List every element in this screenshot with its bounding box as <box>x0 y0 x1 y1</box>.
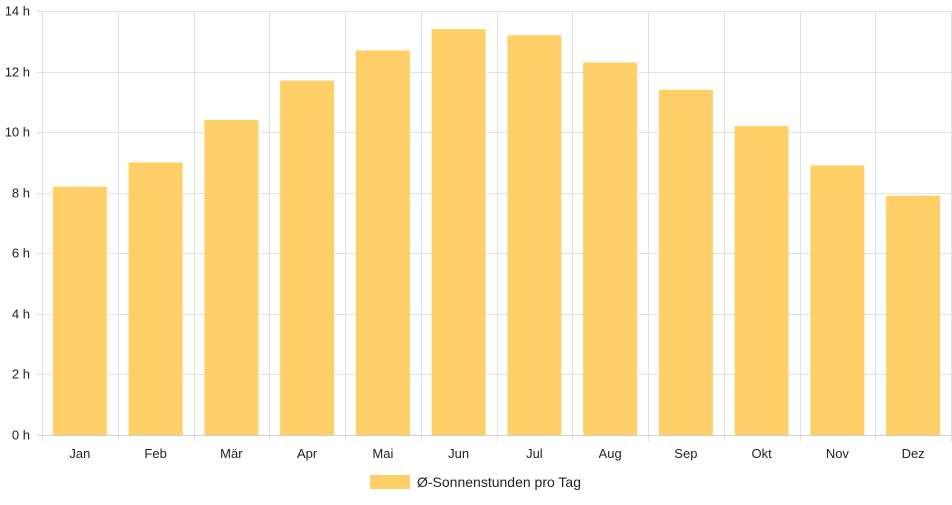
bars <box>52 29 941 436</box>
bar-dez[interactable] <box>886 195 941 435</box>
legend[interactable]: Ø-Sonnenstunden pro Tag <box>370 474 581 490</box>
x-tick-label: Jan <box>69 446 90 461</box>
x-tick-label: Apr <box>297 446 318 461</box>
x-tick-label: Sep <box>674 446 697 461</box>
bar-apr[interactable] <box>280 80 335 436</box>
x-tick-label: Aug <box>599 446 622 461</box>
legend-label[interactable]: Ø-Sonnenstunden pro Tag <box>417 474 581 490</box>
y-tick-label: 0 h <box>12 428 30 443</box>
y-tick-label: 8 h <box>12 186 30 201</box>
grid <box>36 11 952 441</box>
bar-jan[interactable] <box>52 186 107 435</box>
x-tick-label: Mai <box>372 446 393 461</box>
bar-nov[interactable] <box>810 165 865 435</box>
bar-feb[interactable] <box>128 162 183 435</box>
y-tick-label: 12 h <box>5 65 30 80</box>
axes: 0 h 2 h 4 h 6 h 8 h 10 h 12 h 14 h Jan Feb Mär Apr M… <box>5 4 951 461</box>
bar-aug[interactable] <box>583 62 638 435</box>
y-tick-label: 6 h <box>12 246 30 261</box>
bar-sep[interactable] <box>658 89 713 435</box>
bar-mär[interactable] <box>204 120 259 436</box>
y-tick-label: 2 h <box>12 367 30 382</box>
x-tick-label: Dez <box>902 446 925 461</box>
x-tick-label: Mär <box>220 446 243 461</box>
y-tick-label: 4 h <box>12 307 30 322</box>
y-tick-label: 10 h <box>5 125 30 140</box>
bar-jun[interactable] <box>431 29 486 436</box>
bar-okt[interactable] <box>734 126 789 435</box>
y-tick-label: 14 h <box>5 4 30 19</box>
x-tick-label: Nov <box>826 446 850 461</box>
legend-swatch[interactable] <box>370 475 410 489</box>
x-tick-label: Feb <box>144 446 166 461</box>
x-tick-label: Jun <box>448 446 469 461</box>
bar-mai[interactable] <box>355 50 410 435</box>
x-tick-label: Jul <box>526 446 543 461</box>
bar-jul[interactable] <box>507 35 562 435</box>
x-tick-label: Okt <box>752 446 773 461</box>
